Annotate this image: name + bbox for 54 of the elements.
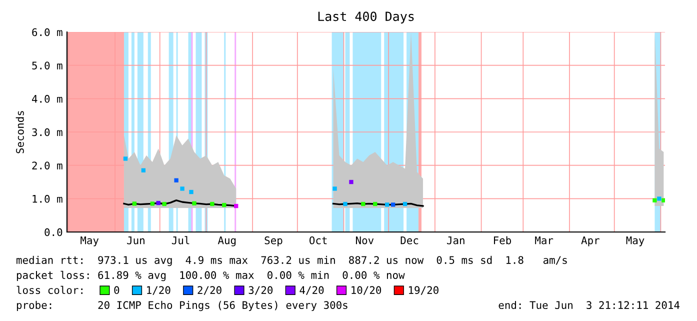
text: median rtt: 973.1 us avg 4.9 ms max 763.2 us min 887.2 us now 0.5 ms sd 1.8 am/s xyxy=(16,256,567,266)
point xyxy=(174,178,178,182)
x-tick-label: Nov xyxy=(356,236,374,244)
point xyxy=(391,202,396,207)
point xyxy=(210,202,214,206)
text: loss color: xyxy=(16,286,82,294)
chart-title: Last 400 Days xyxy=(318,12,414,24)
legend-label: 19/20 xyxy=(409,286,438,295)
x-tick-label: Dec xyxy=(400,236,418,244)
y-tick-label: 5.0 m xyxy=(32,62,62,70)
point xyxy=(189,190,194,194)
text: end: Tue Jun 3 21:12:11 2014 xyxy=(498,300,680,310)
point xyxy=(192,201,196,206)
legend-label: 0 xyxy=(114,286,120,294)
y-axis-title: Seconds xyxy=(16,111,24,154)
point xyxy=(222,202,226,208)
y-tick-label: 1.0 m xyxy=(32,194,62,203)
x-tick-label: Feb xyxy=(494,236,512,244)
x-tick-label: Apr xyxy=(581,236,600,246)
point xyxy=(349,180,354,184)
y-tick-label: 6.0 m xyxy=(32,28,62,36)
x-tick-label: Sep xyxy=(264,236,282,246)
point xyxy=(332,186,337,191)
x-tick-label: May xyxy=(626,236,644,246)
text: probe: 20 ICMP Echo Pings (56 Bytes) every 300s xyxy=(16,300,348,312)
point xyxy=(385,202,390,207)
point xyxy=(361,202,366,206)
point xyxy=(141,168,146,172)
point xyxy=(150,202,154,206)
y-tick-label: 3.0 m xyxy=(32,128,62,136)
point xyxy=(162,202,166,206)
legend-label: 1/20 xyxy=(147,286,170,295)
x-tick-label: Oct xyxy=(310,236,327,244)
point xyxy=(343,202,348,206)
x-tick-label: Mar xyxy=(535,236,554,244)
legend-label: 4/20 xyxy=(300,286,324,295)
point xyxy=(234,204,238,208)
point xyxy=(373,202,378,206)
x-tick-label: Jan xyxy=(447,236,464,244)
legend-label: 2/20 xyxy=(198,286,222,295)
text: packet loss: 61.89 % avg 100.00 % max 0.00 % min 0.00 % now xyxy=(16,270,405,282)
legend-label: 3/20 xyxy=(248,286,273,295)
y-tick-label: 4.0 m xyxy=(32,94,62,103)
x-tick-label: Jun xyxy=(127,236,144,244)
x-tick-label: Jul xyxy=(172,236,190,244)
x-tick-label: Aug xyxy=(218,236,236,246)
legend-label: 10/20 xyxy=(352,286,382,295)
point xyxy=(402,202,408,206)
x-tick-label: May xyxy=(80,236,99,246)
y-tick-label: 0.0 xyxy=(44,228,62,236)
point xyxy=(132,202,137,206)
y-tick-label: 2.0 m xyxy=(32,162,62,170)
point xyxy=(123,156,128,161)
point xyxy=(180,186,184,191)
